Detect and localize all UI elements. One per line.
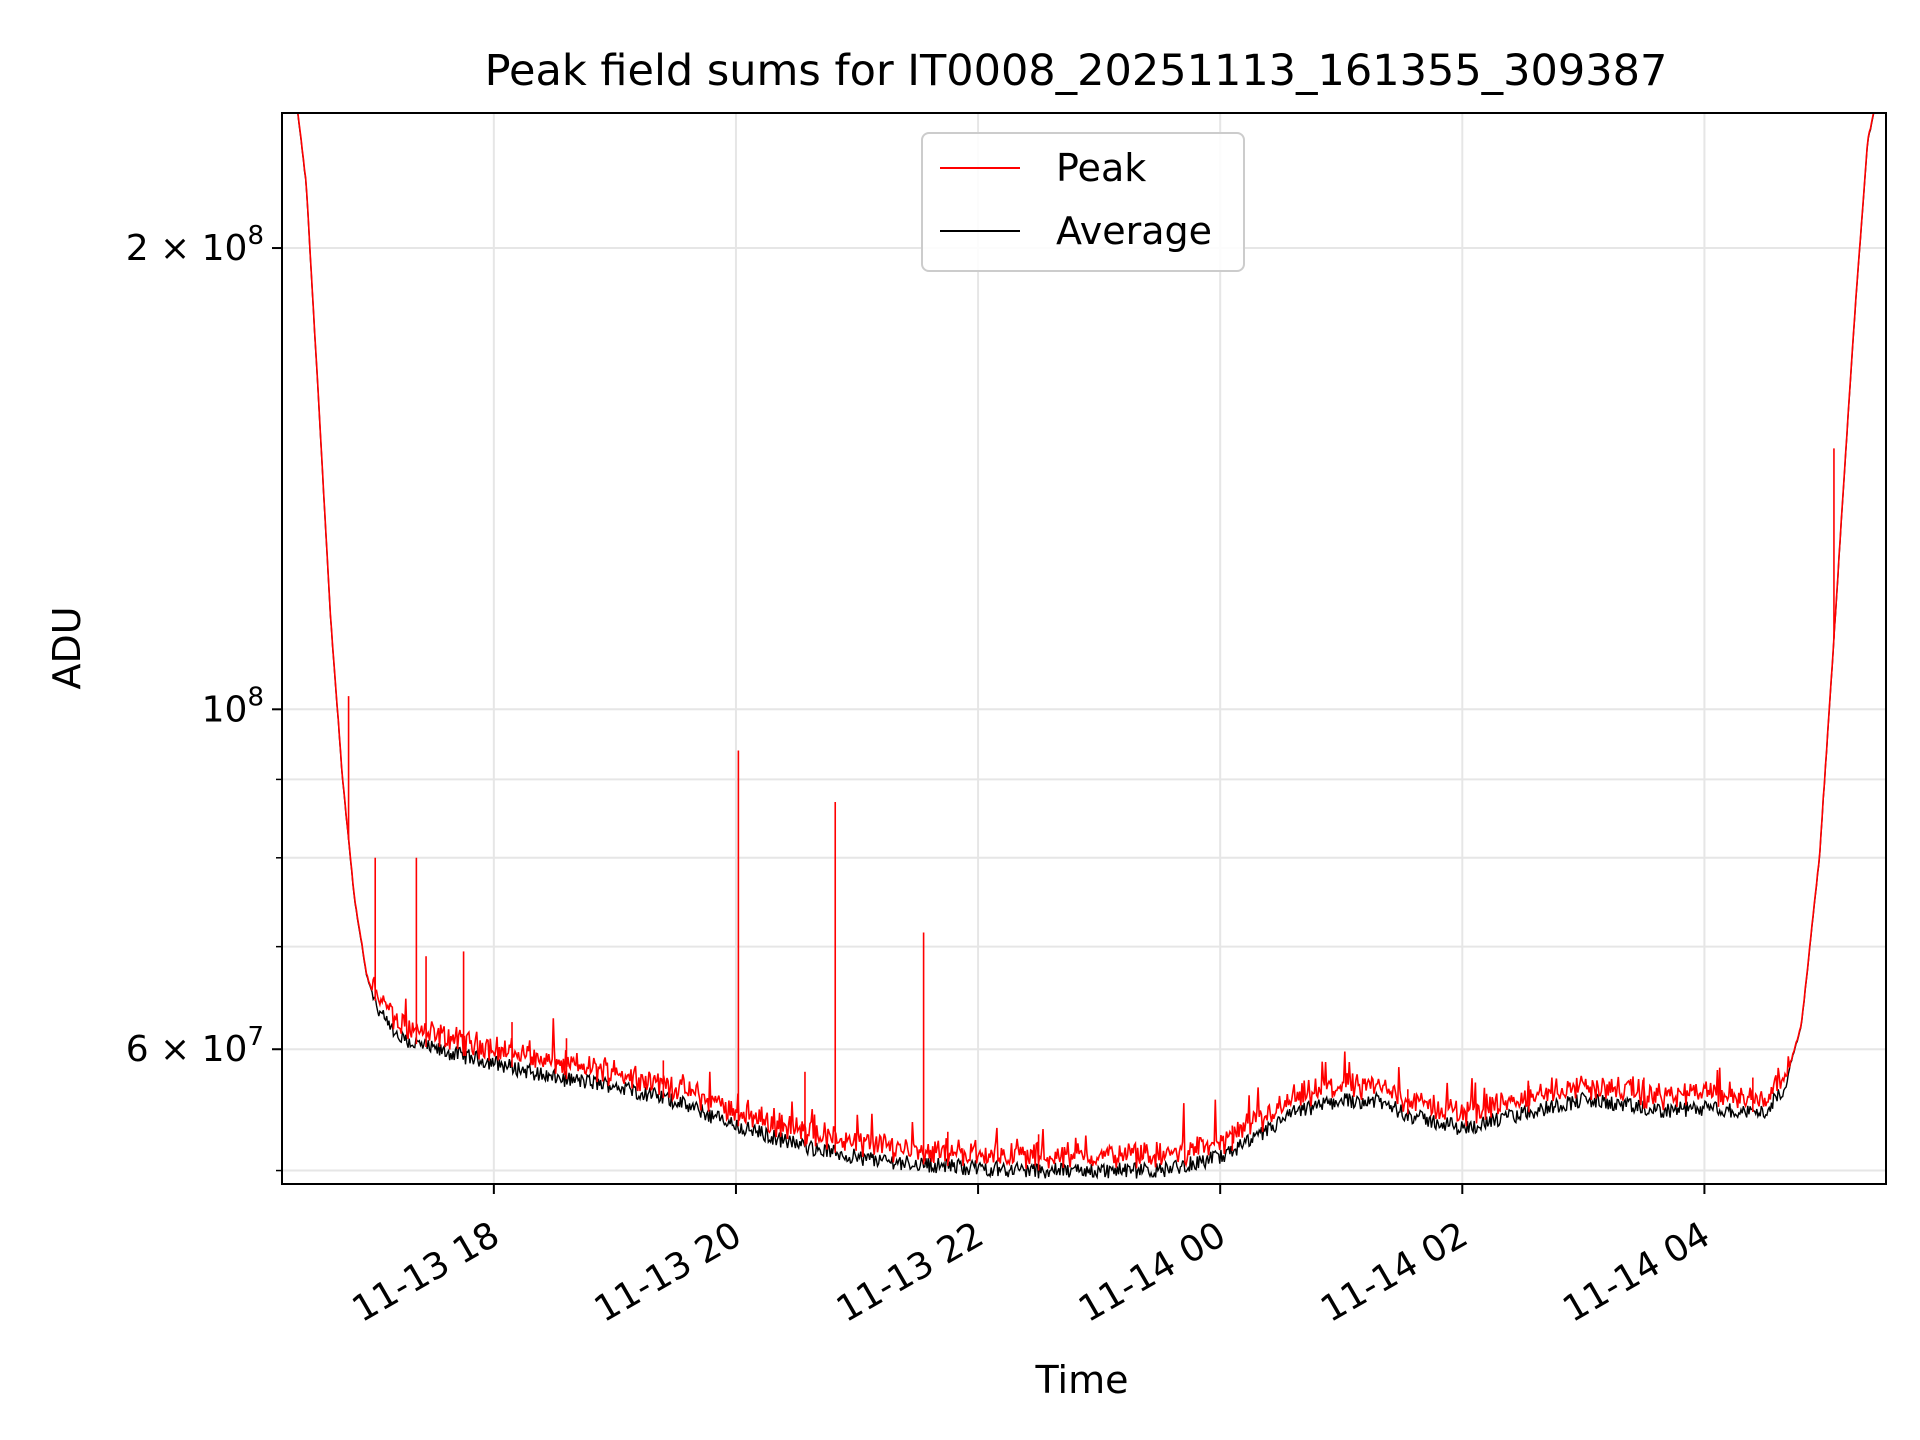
- y-axis: 2 × 108 108 6 × 107: [126, 221, 282, 1172]
- peak-line: [297, 113, 1875, 1169]
- average-line: [297, 113, 1875, 1180]
- series-peak: [297, 113, 1875, 1171]
- plot-frame: [281, 112, 1887, 1185]
- y-axis-label: ADU: [45, 606, 89, 689]
- series-average: [297, 113, 1875, 1180]
- legend-peak-label: Peak: [1056, 146, 1146, 190]
- chart-title: Peak field sums for IT0008_20251113_1613…: [485, 46, 1668, 96]
- legend-average-label: Average: [1056, 209, 1212, 253]
- legend: Peak Average: [921, 132, 1245, 272]
- x-axis-label: Time: [1035, 1358, 1129, 1402]
- y-tick-label: 2 × 108: [126, 221, 264, 269]
- y-tick-label: 108: [202, 682, 264, 730]
- y-tick-label: 6 × 107: [126, 1022, 264, 1070]
